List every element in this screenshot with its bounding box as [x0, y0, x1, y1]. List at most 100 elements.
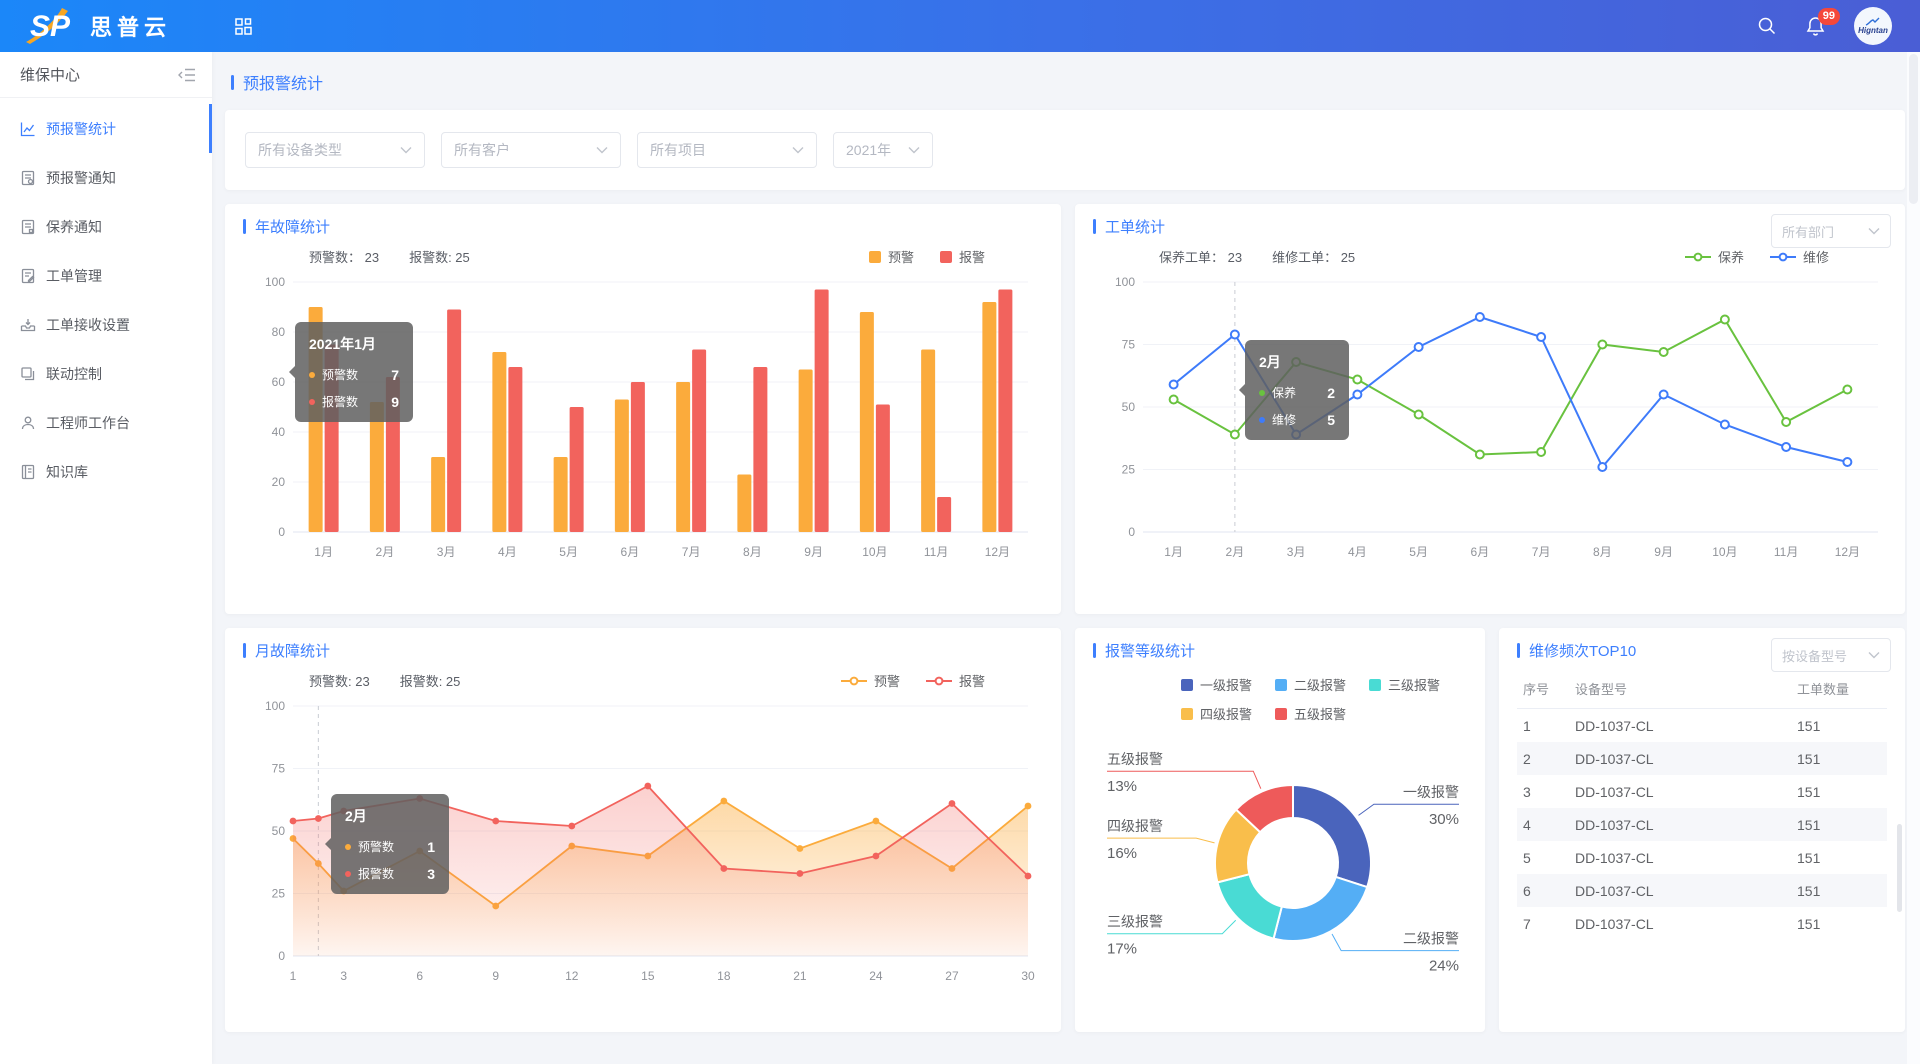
sidebar-item-7[interactable]: 工程师工作台: [0, 398, 212, 447]
alarm-level-legend[interactable]: 一级报警 二级报警 三级报警四级报警 五级报警: [1181, 675, 1467, 723]
legend-item[interactable]: 预警: [868, 247, 914, 266]
title-accent-bar: [231, 74, 234, 90]
chart-legend[interactable]: 预警 报警: [868, 247, 985, 266]
sidebar-item-8[interactable]: 知识库: [0, 447, 212, 496]
svg-text:100: 100: [265, 699, 285, 713]
svg-text:四级报警: 四级报警: [1107, 818, 1163, 834]
svg-text:五级报警: 五级报警: [1107, 751, 1163, 767]
app-logo[interactable]: SP 思普云: [0, 6, 212, 46]
sidebar-item-label: 保养通知: [46, 218, 102, 235]
workorder-icon: [20, 268, 36, 284]
legend-item[interactable]: 报警: [925, 671, 985, 690]
sidebar-item-1[interactable]: 预报警统计: [0, 104, 212, 153]
chevron-down-icon: [400, 147, 412, 154]
svg-text:24: 24: [869, 969, 883, 983]
legend-item[interactable]: 四级报警: [1181, 704, 1275, 723]
svg-text:75: 75: [272, 762, 286, 776]
svg-text:1: 1: [290, 969, 297, 983]
chart-legend[interactable]: 预警 报警: [840, 671, 985, 690]
svg-text:11月: 11月: [1774, 545, 1798, 559]
svg-text:15: 15: [641, 969, 655, 983]
svg-text:40: 40: [272, 425, 286, 439]
card-year-fault-stats: 年故障统计 预警数： 23 报警数: 25 预警 报警 0 20 40 60 80 100 1月 2…: [225, 204, 1061, 614]
svg-text:30: 30: [1021, 969, 1035, 983]
svg-text:18: 18: [717, 969, 731, 983]
svg-text:100: 100: [1115, 275, 1135, 289]
legend-item[interactable]: 维修: [1769, 247, 1829, 266]
chevron-down-icon: [1868, 652, 1880, 659]
page-scrollbar-thumb[interactable]: [1909, 54, 1918, 204]
svg-text:25: 25: [272, 887, 286, 901]
sidebar-item-5[interactable]: 工单接收设置: [0, 300, 212, 349]
table-scrollbar-thumb[interactable]: [1897, 824, 1902, 912]
page-scrollbar[interactable]: [1907, 52, 1920, 1064]
svg-text:6月: 6月: [1471, 545, 1490, 559]
avatar-antelope-icon: [1865, 17, 1880, 26]
alarm-level-donut-chart[interactable]: 一级报警 30% 二级报警 24% 三级报警 17% 四级报警 16% 五级报警 13%: [1093, 725, 1467, 1001]
sidebar-item-label: 预报警通知: [46, 169, 116, 186]
legend-item[interactable]: 二级报警: [1275, 675, 1369, 694]
legend-item[interactable]: 五级报警: [1275, 704, 1369, 723]
svg-text:0: 0: [278, 525, 285, 539]
sidebar-item-3[interactable]: 保养通知: [0, 202, 212, 251]
svg-text:75: 75: [1122, 338, 1136, 352]
workorder-line-chart[interactable]: 0 25 50 75 100 1月 2月 3月 4月 5月 6月 7月 8月 9月 10月 11月 12月 2月保…: [1093, 270, 1887, 570]
legend-item[interactable]: 三级报警: [1369, 675, 1463, 694]
card-title-year: 年故障统计: [255, 219, 331, 236]
filter-select-1[interactable]: 所有设备类型: [245, 132, 425, 168]
filter-select-4[interactable]: 2021年: [833, 132, 933, 168]
department-filter-select[interactable]: 所有部门: [1771, 214, 1891, 248]
filter-select-value: 所有客户: [454, 142, 510, 158]
svg-text:20: 20: [272, 475, 286, 489]
chart-legend[interactable]: 保养 维修: [1684, 247, 1829, 266]
svg-text:11月: 11月: [924, 545, 948, 559]
year-fault-bar-chart[interactable]: 0 20 40 60 80 100 1月 2月 3月 4月 5月 6月 7月 8月 9月 10月 11月 12月 2…: [243, 270, 1043, 570]
inbox-icon: [20, 317, 36, 333]
chevron-down-icon: [1868, 228, 1880, 235]
filter-bar: 所有设备类型 所有客户 所有项目 2021年: [225, 110, 1905, 190]
menu-fold-icon[interactable]: [178, 68, 196, 82]
stat-value: 报警数: 25: [409, 250, 470, 265]
svg-text:50: 50: [272, 824, 286, 838]
chevron-down-icon: [792, 147, 804, 154]
legend-item[interactable]: 保养: [1684, 247, 1744, 266]
search-icon[interactable]: [1757, 16, 1777, 36]
svg-text:1月: 1月: [314, 545, 333, 559]
svg-text:27: 27: [945, 969, 959, 983]
svg-text:10月: 10月: [862, 545, 887, 559]
sidebar-item-6[interactable]: 联动控制: [0, 349, 212, 398]
svg-text:17%: 17%: [1107, 941, 1137, 958]
table-row: 3 DD-1037-CL 151: [1523, 783, 1821, 800]
table-header: 序号 设备型号 工单数量: [1517, 669, 1887, 709]
svg-text:0: 0: [1128, 525, 1135, 539]
svg-text:8月: 8月: [1593, 545, 1612, 559]
svg-text:7月: 7月: [1532, 545, 1551, 559]
svg-text:二级报警: 二级报警: [1403, 931, 1459, 947]
card-month-fault-stats: 月故障统计 预警数: 23 报警数: 25 预警 报警 0 25 50 75 100 1 3 6 9 1…: [225, 628, 1061, 1032]
legend-item[interactable]: 一级报警: [1181, 675, 1275, 694]
filter-select-2[interactable]: 所有客户: [441, 132, 621, 168]
svg-text:6月: 6月: [621, 545, 640, 559]
engineer-icon: [20, 415, 36, 431]
legend-item[interactable]: 报警: [939, 247, 985, 266]
apps-grid-icon[interactable]: [234, 17, 253, 36]
month-fault-area-chart[interactable]: 0 25 50 75 100 1 3 6 9 12 15 18 21 24 27 30 2月 预警数 1 报警数 3: [243, 694, 1043, 994]
page-title: 预报警统计: [243, 76, 324, 93]
notifications-bell-icon[interactable]: 99: [1805, 8, 1840, 37]
legend-item[interactable]: 预警: [840, 671, 900, 690]
svg-text:4月: 4月: [498, 545, 517, 559]
sidebar-item-4[interactable]: 工单管理: [0, 251, 212, 300]
svg-text:30%: 30%: [1429, 811, 1459, 828]
device-model-filter-select[interactable]: 按设备型号: [1771, 638, 1891, 672]
svg-text:三级报警: 三级报警: [1107, 914, 1163, 930]
svg-text:60: 60: [272, 375, 286, 389]
svg-text:5月: 5月: [1409, 545, 1428, 559]
sidebar-title: 维保中心: [20, 67, 81, 84]
sidebar-item-2[interactable]: 预报警通知: [0, 153, 212, 202]
svg-text:21: 21: [793, 969, 807, 983]
stat-value: 报警数: 25: [399, 674, 461, 689]
user-avatar[interactable]: Higntan: [1854, 7, 1892, 45]
svg-text:一级报警: 一级报警: [1403, 784, 1459, 800]
filter-select-3[interactable]: 所有项目: [637, 132, 817, 168]
filter-select-value: 所有项目: [650, 142, 706, 158]
